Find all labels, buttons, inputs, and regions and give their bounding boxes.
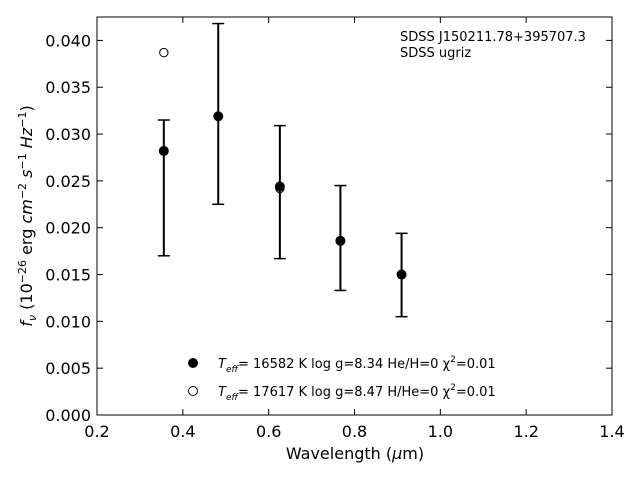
x-tick-label: 1.4: [599, 422, 624, 441]
data-point-filled: [274, 181, 285, 192]
legend: Teff= 16582 K log g=8.34 He/H=0 χ2=0.01 …: [188, 355, 496, 403]
data-point-open: [335, 236, 346, 246]
data-point-filled: [158, 145, 169, 156]
x-tick-label: 0.6: [256, 422, 281, 441]
legend-marker-open: [188, 386, 198, 396]
annotation-survey: SDSS ugriz: [400, 46, 471, 61]
data-point-open: [396, 269, 407, 280]
y-tick-label: 0.025: [45, 172, 91, 191]
legend-label-series-1: Teff= 16582 K log g=8.34 He/H=0 χ2=0.01: [218, 355, 496, 375]
x-tick-label: 0.4: [170, 422, 195, 441]
data-point-open: [213, 111, 223, 121]
annotation-object-name: SDSS J150211.78+395707.3: [400, 30, 586, 45]
x-tick-label: 0.8: [342, 422, 367, 441]
y-tick-label: 0.040: [45, 31, 91, 50]
legend-label-series-2: Teff= 17617 K log g=8.47 H/He=0 χ2=0.01: [218, 383, 496, 403]
y-tick-label: 0.010: [45, 312, 91, 331]
ticks: 0.2 0.4 0.6 0.8 1.0 1.2 1.4 0.000 0.005 0.010 0.01…: [45, 17, 625, 441]
y-tick-label: 0.000: [45, 406, 91, 425]
y-tick-label: 0.015: [45, 266, 91, 285]
x-tick-label: 1.2: [513, 422, 538, 441]
data-point-open: [159, 47, 169, 58]
y-tick-label: 0.035: [45, 78, 91, 97]
y-axis-title: fν (10−26 erg cm−2 s−1 Hz−1): [16, 105, 39, 326]
x-tick-label: 0.2: [84, 422, 109, 441]
y-tick-label: 0.020: [45, 219, 91, 238]
y-tick-label: 0.005: [45, 359, 91, 378]
data-point-open: [275, 183, 285, 194]
x-axis-title: Wavelength (μm): [286, 444, 424, 463]
legend-marker-filled: [188, 358, 198, 368]
data-points: [158, 47, 407, 280]
plot-frame: [96, 16, 613, 416]
y-tick-label: 0.030: [45, 125, 91, 144]
x-tick-label: 1.0: [428, 422, 453, 441]
